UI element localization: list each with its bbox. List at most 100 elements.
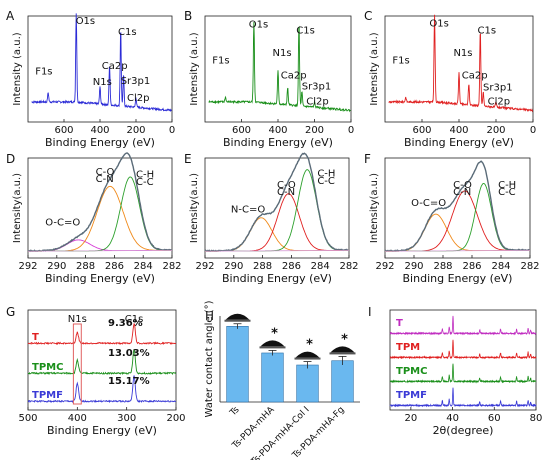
panel-label: A: [6, 9, 15, 23]
panel-E: E 292 290 288 286 284 282 Binding Energy (eV) In…: [184, 152, 359, 285]
x-tick-label: 288: [253, 261, 272, 272]
x-tick-label: 284: [491, 261, 510, 272]
x-tick-label: 284: [311, 261, 330, 272]
x-tick-label: 200: [486, 125, 505, 136]
peak-label: C1s: [296, 25, 315, 36]
y-axis-label: Intensity(a.u.): [189, 173, 200, 243]
series-line: [389, 339, 537, 360]
x-axis-label: Binding Energy (eV): [47, 424, 157, 437]
peak-label: Ca2p: [281, 70, 307, 81]
panel-C: C 600 400 200 0 Binding Energy (eV) Intensity …: [364, 9, 536, 149]
x-tick-label: 600: [232, 125, 251, 136]
x-tick-label: 500: [18, 413, 37, 424]
peak-label: F1s: [212, 55, 229, 66]
peak-label: N1s: [453, 48, 472, 59]
component-label: C-O: [453, 180, 472, 191]
spectrum-line: [31, 13, 172, 112]
spectrum-line: [208, 21, 351, 113]
peak-label: Ca2p: [462, 70, 488, 81]
panel-label: G: [6, 305, 15, 319]
x-tick-label: 292: [195, 261, 214, 272]
x-tick-label: 282: [339, 261, 358, 272]
category-label: Ts: [228, 405, 242, 419]
panel-label: E: [184, 152, 192, 166]
percent-label: 15.17%: [108, 376, 150, 387]
peak-label: C1s: [478, 25, 497, 36]
x-axis-label: Binding Energy (eV): [222, 272, 332, 285]
highlight-box: [72, 323, 82, 405]
panel-label: B: [184, 9, 192, 23]
component-label: C-N: [453, 187, 471, 198]
plot-frame: [204, 157, 350, 259]
droplet-icon: [330, 346, 355, 353]
series-line: [27, 322, 177, 346]
peak-label: Ca2p: [102, 61, 128, 72]
substrate-icon: [294, 357, 321, 360]
percent-label: 13.03%: [108, 348, 150, 359]
component-label: C-C: [136, 177, 154, 188]
y-axis-label: Water contact angle (°): [204, 300, 215, 417]
x-tick-label: 80: [530, 413, 543, 424]
component-label: O-C=O: [411, 198, 446, 209]
substrate-icon: [329, 352, 356, 355]
series-line: [27, 375, 177, 404]
plot-frame: [384, 157, 531, 259]
bar: [261, 352, 284, 403]
x-tick-label: 400: [68, 413, 87, 424]
peak-label: N1s: [273, 48, 292, 59]
series-label: TPM: [396, 342, 420, 353]
component-label: C-O: [96, 167, 115, 178]
component-label: N-C=O: [231, 205, 265, 216]
component-label: C-H: [498, 180, 516, 191]
x-tick-label: 292: [375, 261, 394, 272]
peak-label: C1s: [125, 314, 144, 325]
significance-star: *: [341, 332, 348, 347]
x-tick-label: 288: [433, 261, 452, 272]
x-axis-label: 2θ(degree): [433, 424, 494, 437]
x-axis-label: Binding Energy (eV): [404, 136, 514, 149]
x-tick-label: 282: [162, 261, 181, 272]
component-label: C-H: [317, 169, 335, 180]
peak-label: C1s: [118, 27, 137, 38]
x-tick-label: 282: [520, 261, 539, 272]
x-tick-label: 40: [446, 413, 459, 424]
series-label: TPMF: [32, 390, 63, 401]
x-tick-label: 600: [54, 125, 73, 136]
peak-label: F1s: [392, 55, 409, 66]
component-label: C-N: [96, 174, 114, 185]
series-label: TPMF: [396, 390, 427, 401]
x-tick-label: 290: [47, 261, 66, 272]
panel-label: I: [368, 305, 372, 319]
panel-I: I T TPM TPMC TPMF 20 40 60 80 2θ(degree): [368, 305, 542, 437]
fit-component-line: [385, 190, 530, 252]
series-line: [389, 363, 537, 384]
x-axis-label: Binding Energy (eV): [45, 136, 155, 149]
x-tick-label: 400: [268, 125, 287, 136]
plot-frame: [27, 309, 177, 411]
component-label: C-C: [317, 176, 335, 187]
series-label: TPMC: [396, 366, 427, 377]
droplet-icon: [295, 351, 320, 358]
y-axis-label: Intensity(a.u.): [369, 173, 380, 243]
significance-star: *: [306, 338, 313, 353]
x-axis-label: Binding Energy (eV): [403, 272, 513, 285]
peak-label: O1s: [249, 20, 268, 31]
x-axis-label: Binding Energy (eV): [45, 272, 155, 285]
fit-component-line: [205, 217, 349, 252]
x-tick-label: 292: [18, 261, 37, 272]
series-label: T: [32, 332, 39, 343]
panel-label: H: [205, 309, 214, 323]
series-line: [389, 315, 537, 336]
peak-label: O1s: [429, 19, 448, 30]
component-label: O-C=O: [45, 217, 80, 228]
series-line: [27, 349, 177, 376]
fit-component-line: [385, 213, 530, 252]
x-tick-label: 290: [224, 261, 243, 272]
panel-F: F 292 290 288 286 284 282 Binding Energy (eV) In…: [364, 152, 540, 285]
panel-D: D 292 290 288 286 284 282 Binding Energy (eV) In…: [6, 152, 182, 285]
component-label: C-H: [136, 170, 154, 181]
peak-label: Sr3p1: [483, 83, 513, 94]
bar: [331, 360, 354, 403]
droplet-icon: [260, 340, 285, 347]
